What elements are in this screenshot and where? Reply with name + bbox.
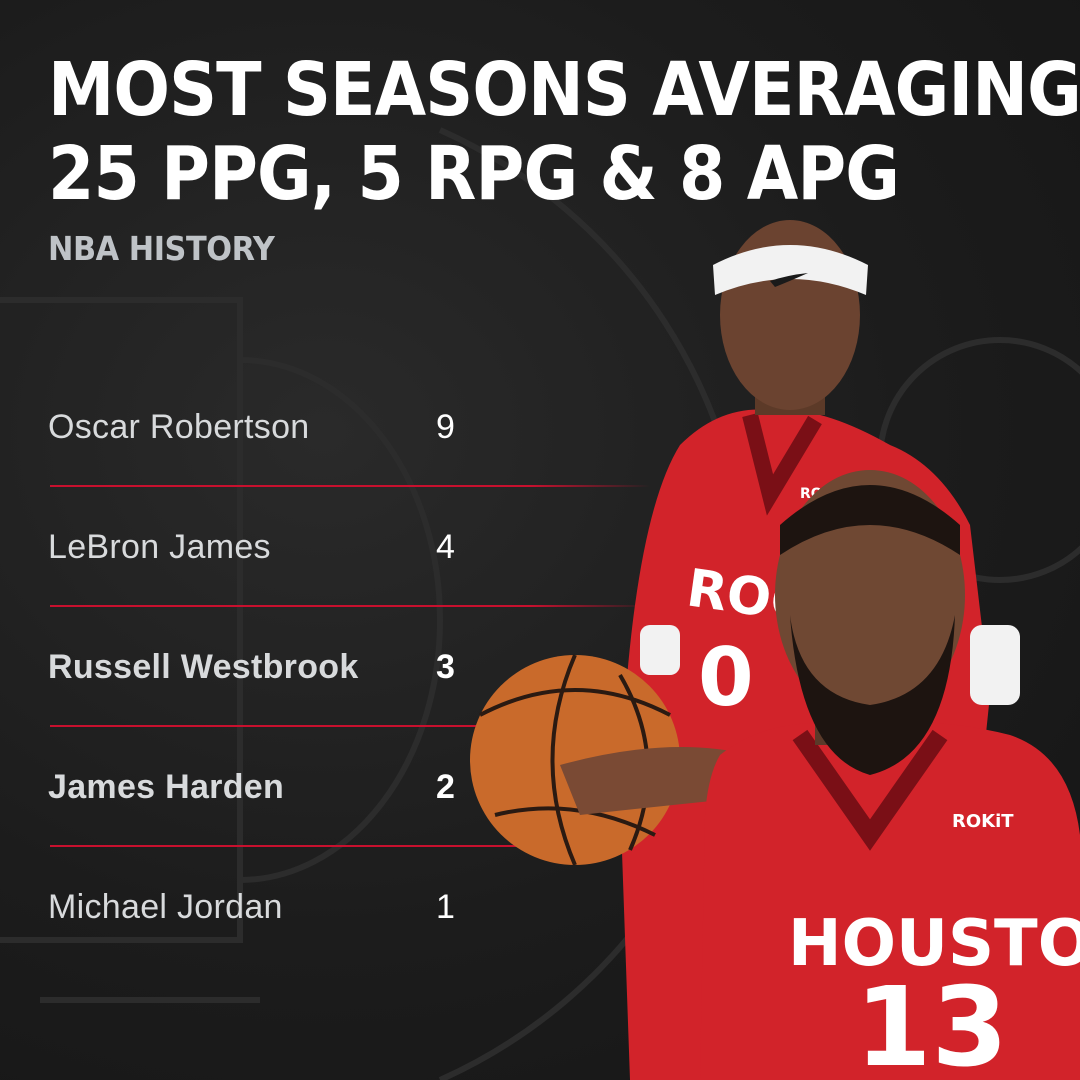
front-player-figure: HOUSTON 13 ROKiT <box>700 470 1080 1080</box>
front-jersey-team-text: HOUSTON <box>788 907 1080 981</box>
player-name: Russell Westbrook <box>48 648 359 686</box>
ranking-row: LeBron James 4 <box>48 488 668 608</box>
season-count: 2 <box>436 768 455 806</box>
front-jersey-sponsor: ROKiT <box>952 811 1014 832</box>
row-divider <box>50 605 650 607</box>
back-jersey-number: 0 <box>698 631 754 724</box>
player-name: James Harden <box>48 768 285 806</box>
subtitle: NBA HISTORY <box>48 229 275 268</box>
ranking-row: James Harden 2 <box>48 728 668 848</box>
ranking-row: Oscar Robertson 9 <box>48 368 668 488</box>
season-count: 9 <box>436 408 455 446</box>
ranking-row: Michael Jordan 1 <box>48 848 668 968</box>
season-count: 4 <box>436 528 455 566</box>
player-name: Michael Jordan <box>48 888 283 926</box>
row-divider <box>50 485 650 487</box>
headline-line-1: MOST SEASONS AVERAGING <box>48 47 1080 133</box>
front-jersey-number: 13 <box>855 963 1008 1080</box>
ranking-row: Russell Westbrook 3 <box>48 608 668 728</box>
player-photo-cutout: ROCKETS 0 ROKiT HOUSTON 13 ROKiT <box>470 220 1080 1080</box>
row-divider <box>50 845 650 847</box>
player-name: LeBron James <box>48 528 271 566</box>
player-name: Oscar Robertson <box>48 408 310 446</box>
season-count: 3 <box>436 648 455 686</box>
headline-line-2: 25 PPG, 5 RPG & 8 APG <box>48 131 900 217</box>
season-count: 1 <box>436 888 455 926</box>
rankings-list: Oscar Robertson 9 LeBron James 4 Russell… <box>48 368 668 968</box>
row-divider <box>50 725 650 727</box>
headline: MOST SEASONS AVERAGING 25 PPG, 5 RPG & 8… <box>48 47 1080 217</box>
